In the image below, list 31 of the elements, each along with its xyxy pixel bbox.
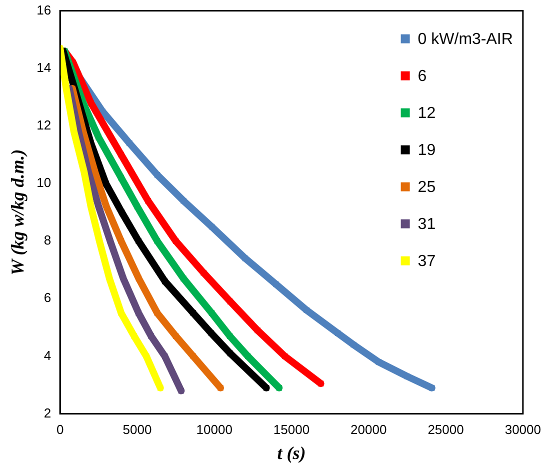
x-tick-label: 20000 bbox=[350, 422, 387, 438]
y-tick-label: 6 bbox=[44, 290, 52, 306]
legend-label: 0 kW/m3-AIR bbox=[418, 31, 513, 48]
legend-label: 25 bbox=[418, 179, 436, 196]
point bbox=[158, 385, 164, 391]
x-tick-label: 5000 bbox=[122, 422, 152, 438]
x-tick-label: 15000 bbox=[273, 422, 310, 438]
point bbox=[318, 380, 324, 386]
y-tick-label: 16 bbox=[36, 2, 52, 18]
x-tick-label: 25000 bbox=[428, 422, 464, 438]
legend-label: 37 bbox=[418, 253, 436, 270]
y-tick-label: 2 bbox=[44, 405, 52, 420]
x-tick-label: 30000 bbox=[504, 422, 542, 438]
legend-label: 6 bbox=[418, 68, 427, 86]
y-tick-label: 12 bbox=[36, 118, 52, 133]
legend-label: 12 bbox=[418, 105, 436, 122]
x-tick-label: 10000 bbox=[196, 422, 232, 438]
y-tick-label: 4 bbox=[44, 348, 52, 363]
x-axis-title: t (s) bbox=[277, 442, 306, 463]
point bbox=[178, 388, 184, 394]
legend-label: 19 bbox=[418, 142, 436, 160]
point bbox=[276, 385, 282, 391]
legend-label: 31 bbox=[418, 216, 436, 234]
x-tick-label: 0 bbox=[56, 422, 64, 438]
y-tick-label: 10 bbox=[36, 175, 52, 190]
y-tick-label: 8 bbox=[44, 232, 52, 248]
y-axis-title: W (kg w/kg d.m.) bbox=[7, 149, 28, 276]
point bbox=[218, 385, 224, 391]
point bbox=[264, 385, 270, 391]
y-tick-label: 14 bbox=[36, 60, 52, 75]
point bbox=[429, 385, 435, 391]
